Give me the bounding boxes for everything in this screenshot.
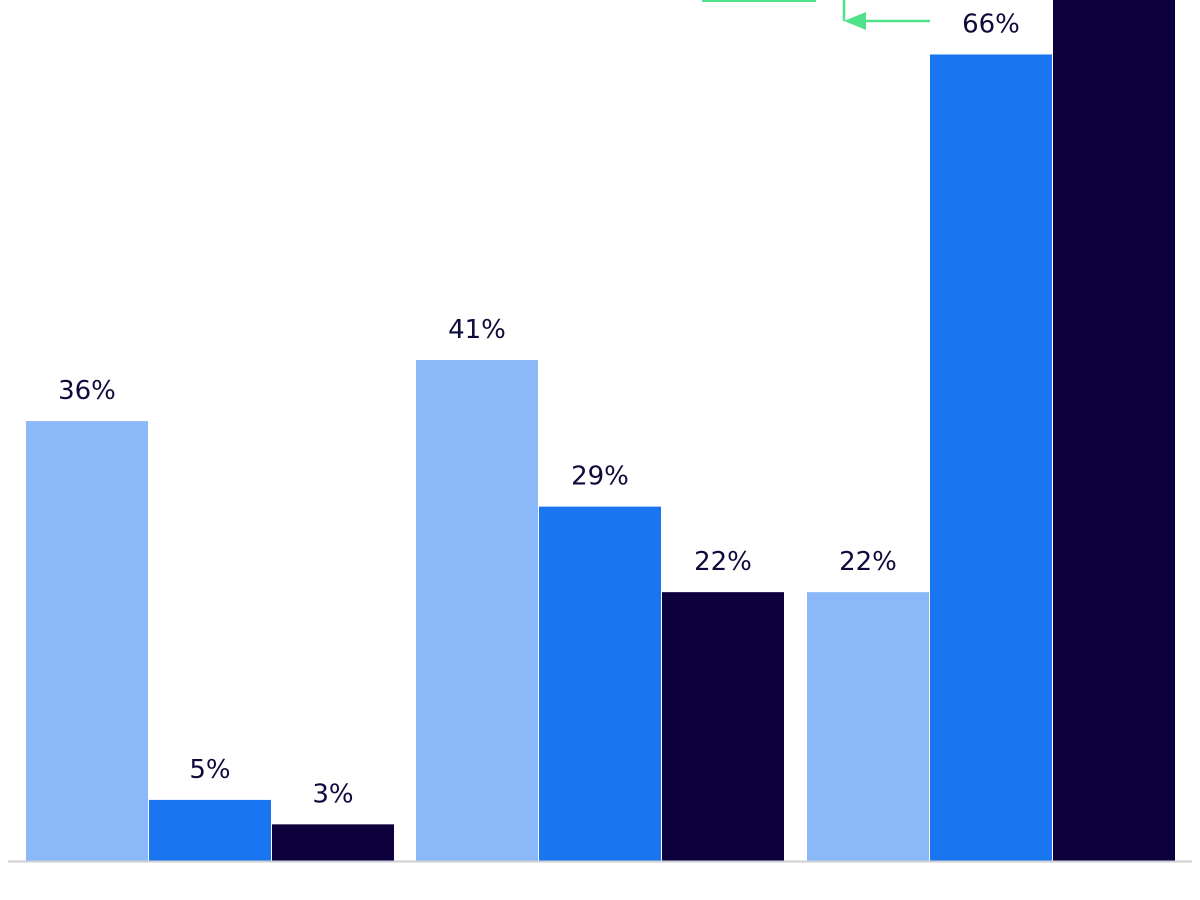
value-label-c1-s1: 29% [571, 462, 629, 492]
bar-c0-s0 [26, 421, 148, 861]
bar-c1-s0 [416, 359, 538, 861]
value-label-c0-s2: 3% [312, 779, 353, 809]
annotation-arrow [702, 0, 930, 30]
bar-c1-s1 [539, 506, 661, 861]
bar-c0-s2 [272, 824, 394, 861]
annotation-arrow-head [844, 12, 866, 30]
bar-c0-s1 [149, 799, 271, 861]
value-label-c1-s0: 41% [448, 315, 506, 345]
bar-c2-s1 [930, 54, 1052, 862]
value-label-c1-s2: 22% [694, 547, 752, 577]
value-label-c2-s0: 22% [839, 547, 897, 577]
bars-layer [26, 0, 1175, 862]
value-labels-layer: 36% 5% 3% 41% 29% 22% 22% 66% [58, 9, 1020, 809]
value-label-c0-s1: 5% [189, 755, 230, 785]
bar-c1-s2 [662, 592, 784, 861]
value-label-c2-s1: 66% [962, 9, 1020, 39]
bar-c2-s2 [1053, 0, 1175, 862]
value-label-c0-s0: 36% [58, 376, 116, 406]
bar-c2-s0 [807, 592, 929, 861]
